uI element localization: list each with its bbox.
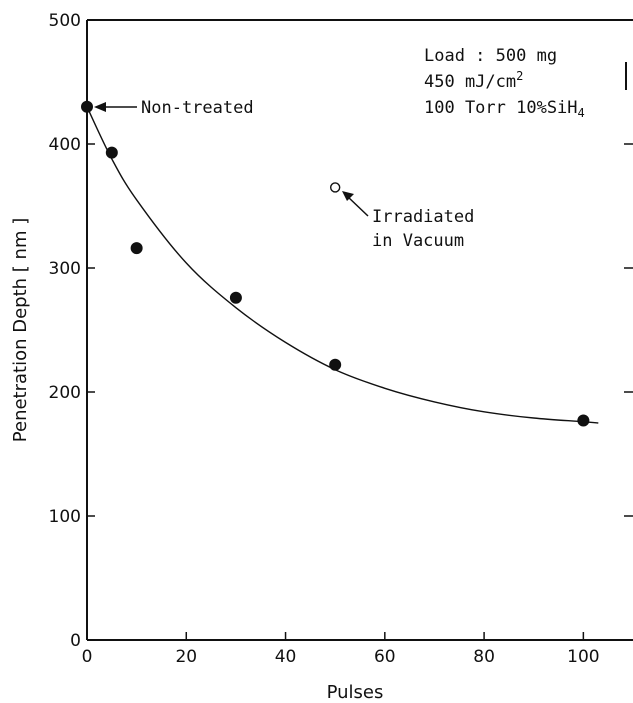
conditions-block: Load : 500 mg 450 mJ/cm2 100 Torr 10%SiH… xyxy=(424,46,585,120)
y-ticks: 0 100 200 300 400 500 xyxy=(49,11,95,651)
annotation-non-treated-label: Non-treated xyxy=(141,98,254,118)
x-axis-label: Pulses xyxy=(327,682,384,703)
y-tick-label: 0 xyxy=(70,631,81,651)
x-ticks: 0 20 40 60 80 100 xyxy=(82,632,600,667)
y-tick-label: 500 xyxy=(49,11,81,31)
condition-gas: 100 Torr 10%SiH4 xyxy=(424,98,585,120)
x-tick-label: 80 xyxy=(473,647,495,667)
x-tick-label: 0 xyxy=(82,647,93,667)
x-tick-label: 60 xyxy=(374,647,396,667)
arrow-head-non-treated xyxy=(94,102,106,112)
data-point xyxy=(229,291,242,304)
fit-curve xyxy=(86,106,599,424)
x-tick-label: 40 xyxy=(275,647,297,667)
annotation-irradiated-line-1: Irradiated xyxy=(372,207,474,227)
y-axis-label: Penetration Depth [ nm ] xyxy=(10,218,31,442)
y-tick-label: 400 xyxy=(49,135,81,155)
y-tick-label: 300 xyxy=(49,259,81,279)
y-tick-label: 100 xyxy=(49,507,81,527)
x-tick-label: 100 xyxy=(567,647,599,667)
annotation-arrow-irradiated xyxy=(346,195,369,217)
data-point xyxy=(329,358,342,371)
y-tick-label: 200 xyxy=(49,383,81,403)
annotation-non-treated: Non-treated xyxy=(94,98,254,118)
data-point xyxy=(577,414,590,427)
data-point-open xyxy=(329,182,341,193)
condition-fluence: 450 mJ/cm2 xyxy=(424,69,523,92)
condition-load: Load : 500 mg xyxy=(424,46,557,66)
data-point xyxy=(105,146,118,159)
right-ticks xyxy=(624,143,633,517)
annotation-irradiated-line-2: in Vacuum xyxy=(372,231,464,251)
annotation-irradiated: Irradiated in Vacuum xyxy=(342,191,474,251)
x-tick-label: 20 xyxy=(175,647,197,667)
arrow-head-irradiated xyxy=(342,191,354,201)
data-point xyxy=(81,100,93,113)
data-point xyxy=(130,242,143,255)
data-points xyxy=(81,100,590,427)
